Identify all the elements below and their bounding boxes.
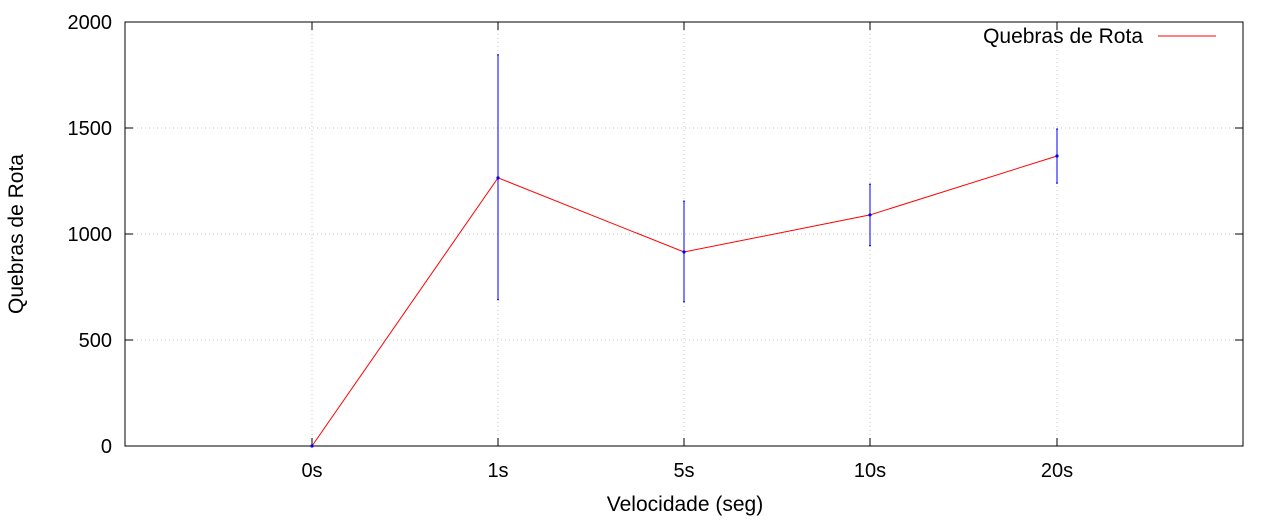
y-tick-label: 2000: [68, 12, 113, 34]
y-axis-label: Quebras de Rota: [5, 154, 28, 314]
x-tick-label: 10s: [854, 460, 886, 482]
legend: Quebras de Rota: [983, 25, 1216, 48]
x-tick-label: 20s: [1041, 460, 1073, 482]
data-point: [682, 250, 686, 254]
data-point: [1055, 154, 1059, 158]
y-tick-label: 1500: [68, 118, 113, 140]
y-tick-label: 500: [79, 330, 112, 352]
x-tick-label: 1s: [487, 460, 508, 482]
series: [310, 154, 1059, 448]
data-point: [868, 213, 872, 217]
x-axis-label: Velocidade (seg): [607, 493, 763, 516]
legend-label: Quebras de Rota: [983, 25, 1143, 48]
data-point: [496, 176, 500, 180]
y-ticks: 0 500 1000 1500 2000: [68, 12, 1243, 458]
data-point: [310, 444, 314, 448]
y-tick-label: 0: [101, 436, 112, 458]
y-tick-label: 1000: [68, 224, 113, 246]
error-bars: [497, 54, 1058, 303]
x-tick-label: 5s: [673, 460, 694, 482]
x-tick-label: 0s: [301, 460, 322, 482]
x-ticks: 0s 1s 5s 10s 20s: [301, 22, 1073, 482]
